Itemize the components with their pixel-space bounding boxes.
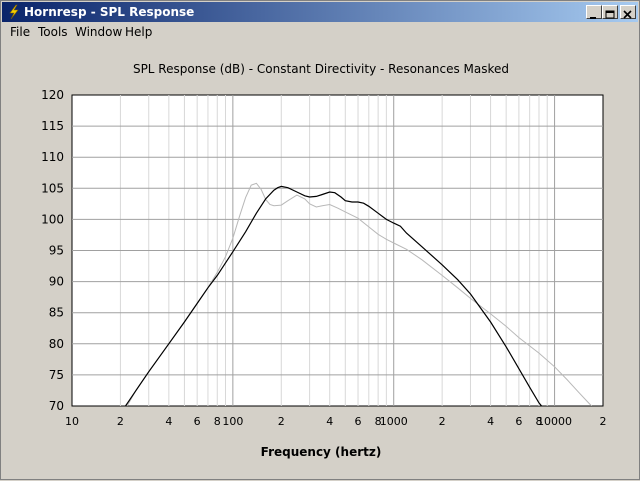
chart-title: SPL Response (dB) - Constant Directivity…: [132, 62, 510, 76]
x-tick-label: 2: [600, 415, 607, 428]
y-tick-label: 105: [41, 181, 64, 195]
x-tick-label: 6: [355, 415, 362, 428]
menu-file[interactable]: File: [10, 25, 31, 39]
y-tick-label: 120: [41, 88, 64, 102]
x-tick-label: 6: [194, 415, 201, 428]
x-tick-label: 10: [65, 415, 79, 428]
x-tick-label: 2: [439, 415, 446, 428]
menu-window[interactable]: Window: [75, 25, 123, 39]
x-tick-label: 100: [222, 415, 243, 428]
x-tick-label: 2: [117, 415, 124, 428]
y-tick-label: 80: [49, 337, 64, 351]
y-tick-label: 115: [41, 119, 64, 133]
y-tick-label: 85: [49, 306, 64, 320]
y-tick-label: 70: [49, 399, 64, 413]
minimize-button[interactable]: [586, 5, 602, 19]
x-tick-label: 6: [515, 415, 522, 428]
y-tick-label: 100: [41, 212, 64, 226]
x-tick-label: 4: [326, 415, 333, 428]
close-button[interactable]: [620, 5, 636, 19]
maximize-button[interactable]: [602, 5, 618, 19]
close-icon: [623, 10, 632, 19]
x-tick-label: 10000: [537, 415, 572, 428]
menu-tools[interactable]: Tools: [38, 25, 68, 39]
x-tick-label: 4: [487, 415, 494, 428]
x-axis-label: Frequency (hertz): [260, 445, 382, 459]
x-tick-label: 8: [214, 415, 221, 428]
y-tick-label: 110: [41, 150, 64, 164]
x-tick-label: 1000: [380, 415, 408, 428]
x-tick-label: 8: [535, 415, 542, 428]
y-tick-label: 90: [49, 275, 64, 289]
menu-bar: File Tools Window Help: [2, 22, 638, 41]
x-tick-label: 8: [375, 415, 382, 428]
y-tick-label: 75: [49, 368, 64, 382]
maximize-icon: [605, 10, 615, 19]
window-title: Hornresp - SPL Response: [24, 5, 195, 19]
series-line-primary: [125, 185, 543, 406]
series-line-secondary: [126, 182, 592, 406]
y-tick-label: 95: [49, 244, 64, 258]
minimize-icon: [590, 17, 596, 19]
menu-help[interactable]: Help: [125, 25, 153, 39]
title-bar[interactable]: Hornresp - SPL Response: [2, 2, 638, 22]
x-tick-label: 2: [278, 415, 285, 428]
x-tick-label: 4: [165, 415, 172, 428]
lightning-bolt-icon: [9, 4, 19, 20]
